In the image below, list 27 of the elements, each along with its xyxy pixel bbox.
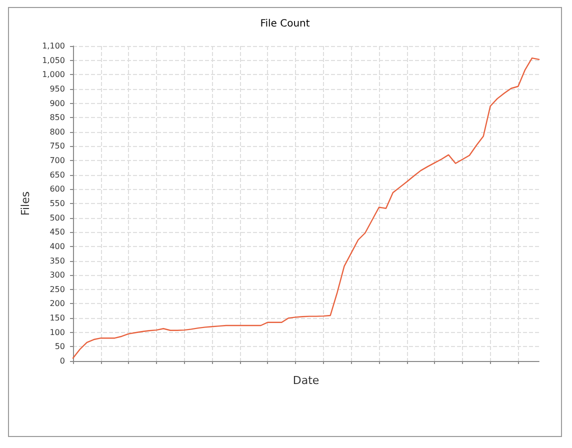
chart-title: File Count <box>260 18 310 30</box>
y-tick-label: 1,100 <box>42 42 65 50</box>
y-tick-label: 950 <box>50 84 65 94</box>
x-axis-title: Date <box>292 374 320 387</box>
y-tick-label: 100 <box>50 328 65 337</box>
y-tick-label: 50 <box>54 342 65 352</box>
y-tick-label: 900 <box>50 98 65 108</box>
y-axis-title: Files <box>19 191 32 216</box>
y-tick-label: 150 <box>50 314 65 323</box>
y-tick-label: 300 <box>50 270 65 280</box>
y-tick-label: 550 <box>50 199 65 208</box>
y-tick-label: 750 <box>50 142 65 151</box>
y-tick-label: 650 <box>50 170 65 180</box>
line-series <box>72 57 540 359</box>
y-tick-label: 850 <box>50 113 65 122</box>
y-tick-label: 250 <box>50 284 65 294</box>
y-tick-label: 1,050 <box>42 56 65 65</box>
y-tick-label: 200 <box>50 299 65 308</box>
y-tick-label: 450 <box>50 228 65 237</box>
y-tick-label: 400 <box>50 242 65 251</box>
y-tick-label: 350 <box>50 256 65 266</box>
y-tick-label: 700 <box>50 156 65 166</box>
y-tick-label: 500 <box>50 213 65 222</box>
y-tick-label: 1,000 <box>42 70 65 80</box>
y-tick-label: 0 <box>60 356 65 366</box>
y-tick-label: 600 <box>50 184 65 194</box>
y-tick-label: 800 <box>50 127 65 136</box>
